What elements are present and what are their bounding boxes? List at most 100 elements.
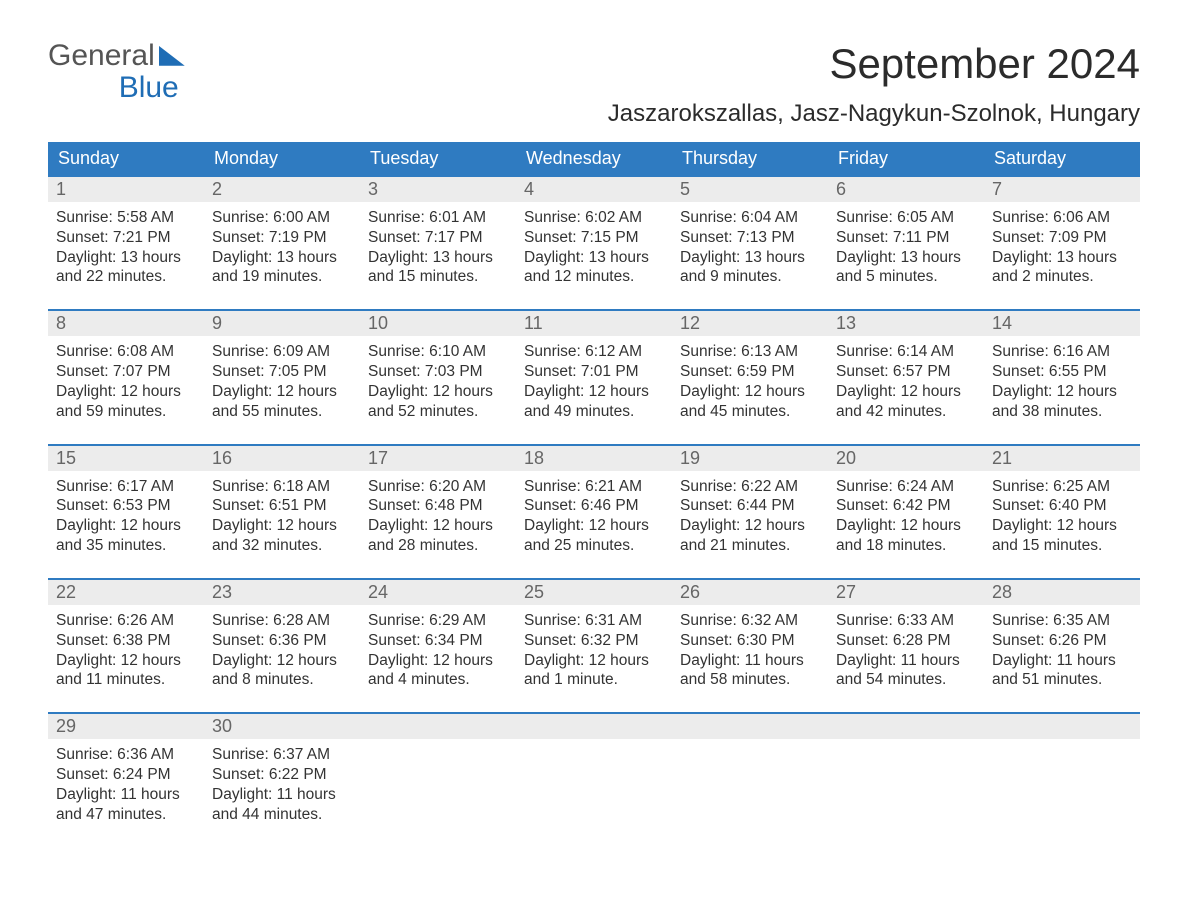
calendar: Sunday Monday Tuesday Wednesday Thursday… bbox=[48, 142, 1140, 847]
day-info-line: Sunrise: 6:01 AM bbox=[368, 208, 508, 228]
day-info-line: Sunset: 7:17 PM bbox=[368, 228, 508, 248]
day-info-line: and 15 minutes. bbox=[368, 267, 508, 287]
day-info-line: Daylight: 11 hours bbox=[992, 651, 1132, 671]
day-info-line: Sunset: 6:40 PM bbox=[992, 496, 1132, 516]
daynum-row: 15161718192021 bbox=[48, 446, 1140, 471]
day-info-line: Daylight: 12 hours bbox=[680, 382, 820, 402]
day-info-line: and 55 minutes. bbox=[212, 402, 352, 422]
day-number: 29 bbox=[48, 714, 204, 739]
day-info-line: Sunset: 6:36 PM bbox=[212, 631, 352, 651]
day-info-line: Daylight: 13 hours bbox=[836, 248, 976, 268]
day-number bbox=[828, 714, 984, 739]
day-info-line: Sunrise: 6:35 AM bbox=[992, 611, 1132, 631]
day-info-line: and 18 minutes. bbox=[836, 536, 976, 556]
day-number: 16 bbox=[204, 446, 360, 471]
day-info-line: Sunset: 6:22 PM bbox=[212, 765, 352, 785]
day-info-line: and 21 minutes. bbox=[680, 536, 820, 556]
day-info-line: Sunrise: 6:28 AM bbox=[212, 611, 352, 631]
day-info-line: Daylight: 12 hours bbox=[368, 651, 508, 671]
day-info-line: Sunset: 6:48 PM bbox=[368, 496, 508, 516]
day-info-line: Sunset: 7:13 PM bbox=[680, 228, 820, 248]
day-cell bbox=[360, 739, 516, 846]
day-info-line: Sunset: 6:26 PM bbox=[992, 631, 1132, 651]
day-info-line: Sunrise: 6:17 AM bbox=[56, 477, 196, 497]
day-info-line: Sunset: 7:15 PM bbox=[524, 228, 664, 248]
day-info-line: and 51 minutes. bbox=[992, 670, 1132, 690]
day-cell: Sunrise: 6:12 AMSunset: 7:01 PMDaylight:… bbox=[516, 336, 672, 443]
day-number: 25 bbox=[516, 580, 672, 605]
day-cell: Sunrise: 6:21 AMSunset: 6:46 PMDaylight:… bbox=[516, 471, 672, 578]
day-info-line: and 45 minutes. bbox=[680, 402, 820, 422]
day-number: 18 bbox=[516, 446, 672, 471]
day-number bbox=[984, 714, 1140, 739]
day-number: 11 bbox=[516, 311, 672, 336]
day-info-line: Sunset: 6:24 PM bbox=[56, 765, 196, 785]
day-info-line: Sunrise: 6:22 AM bbox=[680, 477, 820, 497]
day-info-line: Daylight: 12 hours bbox=[368, 516, 508, 536]
day-number: 22 bbox=[48, 580, 204, 605]
week-row: 1234567Sunrise: 5:58 AMSunset: 7:21 PMDa… bbox=[48, 175, 1140, 309]
day-info-line: Sunset: 6:28 PM bbox=[836, 631, 976, 651]
day-info-line: Sunset: 6:32 PM bbox=[524, 631, 664, 651]
day-number: 10 bbox=[360, 311, 516, 336]
day-cell: Sunrise: 6:04 AMSunset: 7:13 PMDaylight:… bbox=[672, 202, 828, 309]
day-info-line: Sunrise: 6:24 AM bbox=[836, 477, 976, 497]
day-info-line: Sunset: 6:44 PM bbox=[680, 496, 820, 516]
day-info-line: Daylight: 12 hours bbox=[212, 651, 352, 671]
day-info-line: Daylight: 12 hours bbox=[680, 516, 820, 536]
day-info-line: and 38 minutes. bbox=[992, 402, 1132, 422]
day-info-line: Sunrise: 6:26 AM bbox=[56, 611, 196, 631]
day-info-line: Sunrise: 6:36 AM bbox=[56, 745, 196, 765]
day-cell: Sunrise: 6:36 AMSunset: 6:24 PMDaylight:… bbox=[48, 739, 204, 846]
day-info-line: Sunrise: 6:31 AM bbox=[524, 611, 664, 631]
day-number: 15 bbox=[48, 446, 204, 471]
day-cell: Sunrise: 6:24 AMSunset: 6:42 PMDaylight:… bbox=[828, 471, 984, 578]
day-header: Sunday bbox=[48, 142, 204, 175]
day-info-line: Sunrise: 6:25 AM bbox=[992, 477, 1132, 497]
day-info-line: Sunrise: 6:00 AM bbox=[212, 208, 352, 228]
day-cell: Sunrise: 6:13 AMSunset: 6:59 PMDaylight:… bbox=[672, 336, 828, 443]
day-info-line: Sunset: 7:05 PM bbox=[212, 362, 352, 382]
day-header-row: Sunday Monday Tuesday Wednesday Thursday… bbox=[48, 142, 1140, 175]
day-info-line: and 11 minutes. bbox=[56, 670, 196, 690]
day-info-line: Daylight: 13 hours bbox=[680, 248, 820, 268]
day-info-line: Daylight: 12 hours bbox=[212, 382, 352, 402]
day-info-line: Sunset: 7:21 PM bbox=[56, 228, 196, 248]
day-info-line: Daylight: 12 hours bbox=[56, 516, 196, 536]
day-number: 5 bbox=[672, 177, 828, 202]
day-cell: Sunrise: 6:22 AMSunset: 6:44 PMDaylight:… bbox=[672, 471, 828, 578]
day-info-line: Sunrise: 5:58 AM bbox=[56, 208, 196, 228]
day-info-line: Daylight: 13 hours bbox=[368, 248, 508, 268]
day-cell: Sunrise: 6:25 AMSunset: 6:40 PMDaylight:… bbox=[984, 471, 1140, 578]
day-info-line: Daylight: 12 hours bbox=[992, 382, 1132, 402]
day-info-line: Daylight: 12 hours bbox=[368, 382, 508, 402]
day-number: 27 bbox=[828, 580, 984, 605]
day-info-line: Daylight: 13 hours bbox=[524, 248, 664, 268]
day-info-line: Daylight: 12 hours bbox=[836, 516, 976, 536]
day-info-line: Sunrise: 6:04 AM bbox=[680, 208, 820, 228]
day-header: Thursday bbox=[672, 142, 828, 175]
day-info-line: Sunrise: 6:21 AM bbox=[524, 477, 664, 497]
logo-text-bottom: Blue bbox=[48, 72, 185, 104]
day-info-line: Sunset: 6:38 PM bbox=[56, 631, 196, 651]
day-info-line: Daylight: 11 hours bbox=[836, 651, 976, 671]
day-cell: Sunrise: 6:18 AMSunset: 6:51 PMDaylight:… bbox=[204, 471, 360, 578]
day-number: 1 bbox=[48, 177, 204, 202]
day-info-line: Sunrise: 6:20 AM bbox=[368, 477, 508, 497]
daynum-row: 22232425262728 bbox=[48, 580, 1140, 605]
day-info-line: Sunrise: 6:13 AM bbox=[680, 342, 820, 362]
day-info-line: and 44 minutes. bbox=[212, 805, 352, 825]
day-number: 9 bbox=[204, 311, 360, 336]
day-info-line: and 19 minutes. bbox=[212, 267, 352, 287]
day-cell: Sunrise: 6:28 AMSunset: 6:36 PMDaylight:… bbox=[204, 605, 360, 712]
day-info-line: Daylight: 11 hours bbox=[212, 785, 352, 805]
day-cell: Sunrise: 6:01 AMSunset: 7:17 PMDaylight:… bbox=[360, 202, 516, 309]
day-info-line: Sunrise: 6:29 AM bbox=[368, 611, 508, 631]
day-info-line: Sunset: 6:55 PM bbox=[992, 362, 1132, 382]
day-info-line: Sunset: 7:03 PM bbox=[368, 362, 508, 382]
day-number bbox=[360, 714, 516, 739]
day-info-line: Daylight: 12 hours bbox=[524, 382, 664, 402]
day-info-line: and 42 minutes. bbox=[836, 402, 976, 422]
day-info-line: Sunrise: 6:32 AM bbox=[680, 611, 820, 631]
day-header: Tuesday bbox=[360, 142, 516, 175]
